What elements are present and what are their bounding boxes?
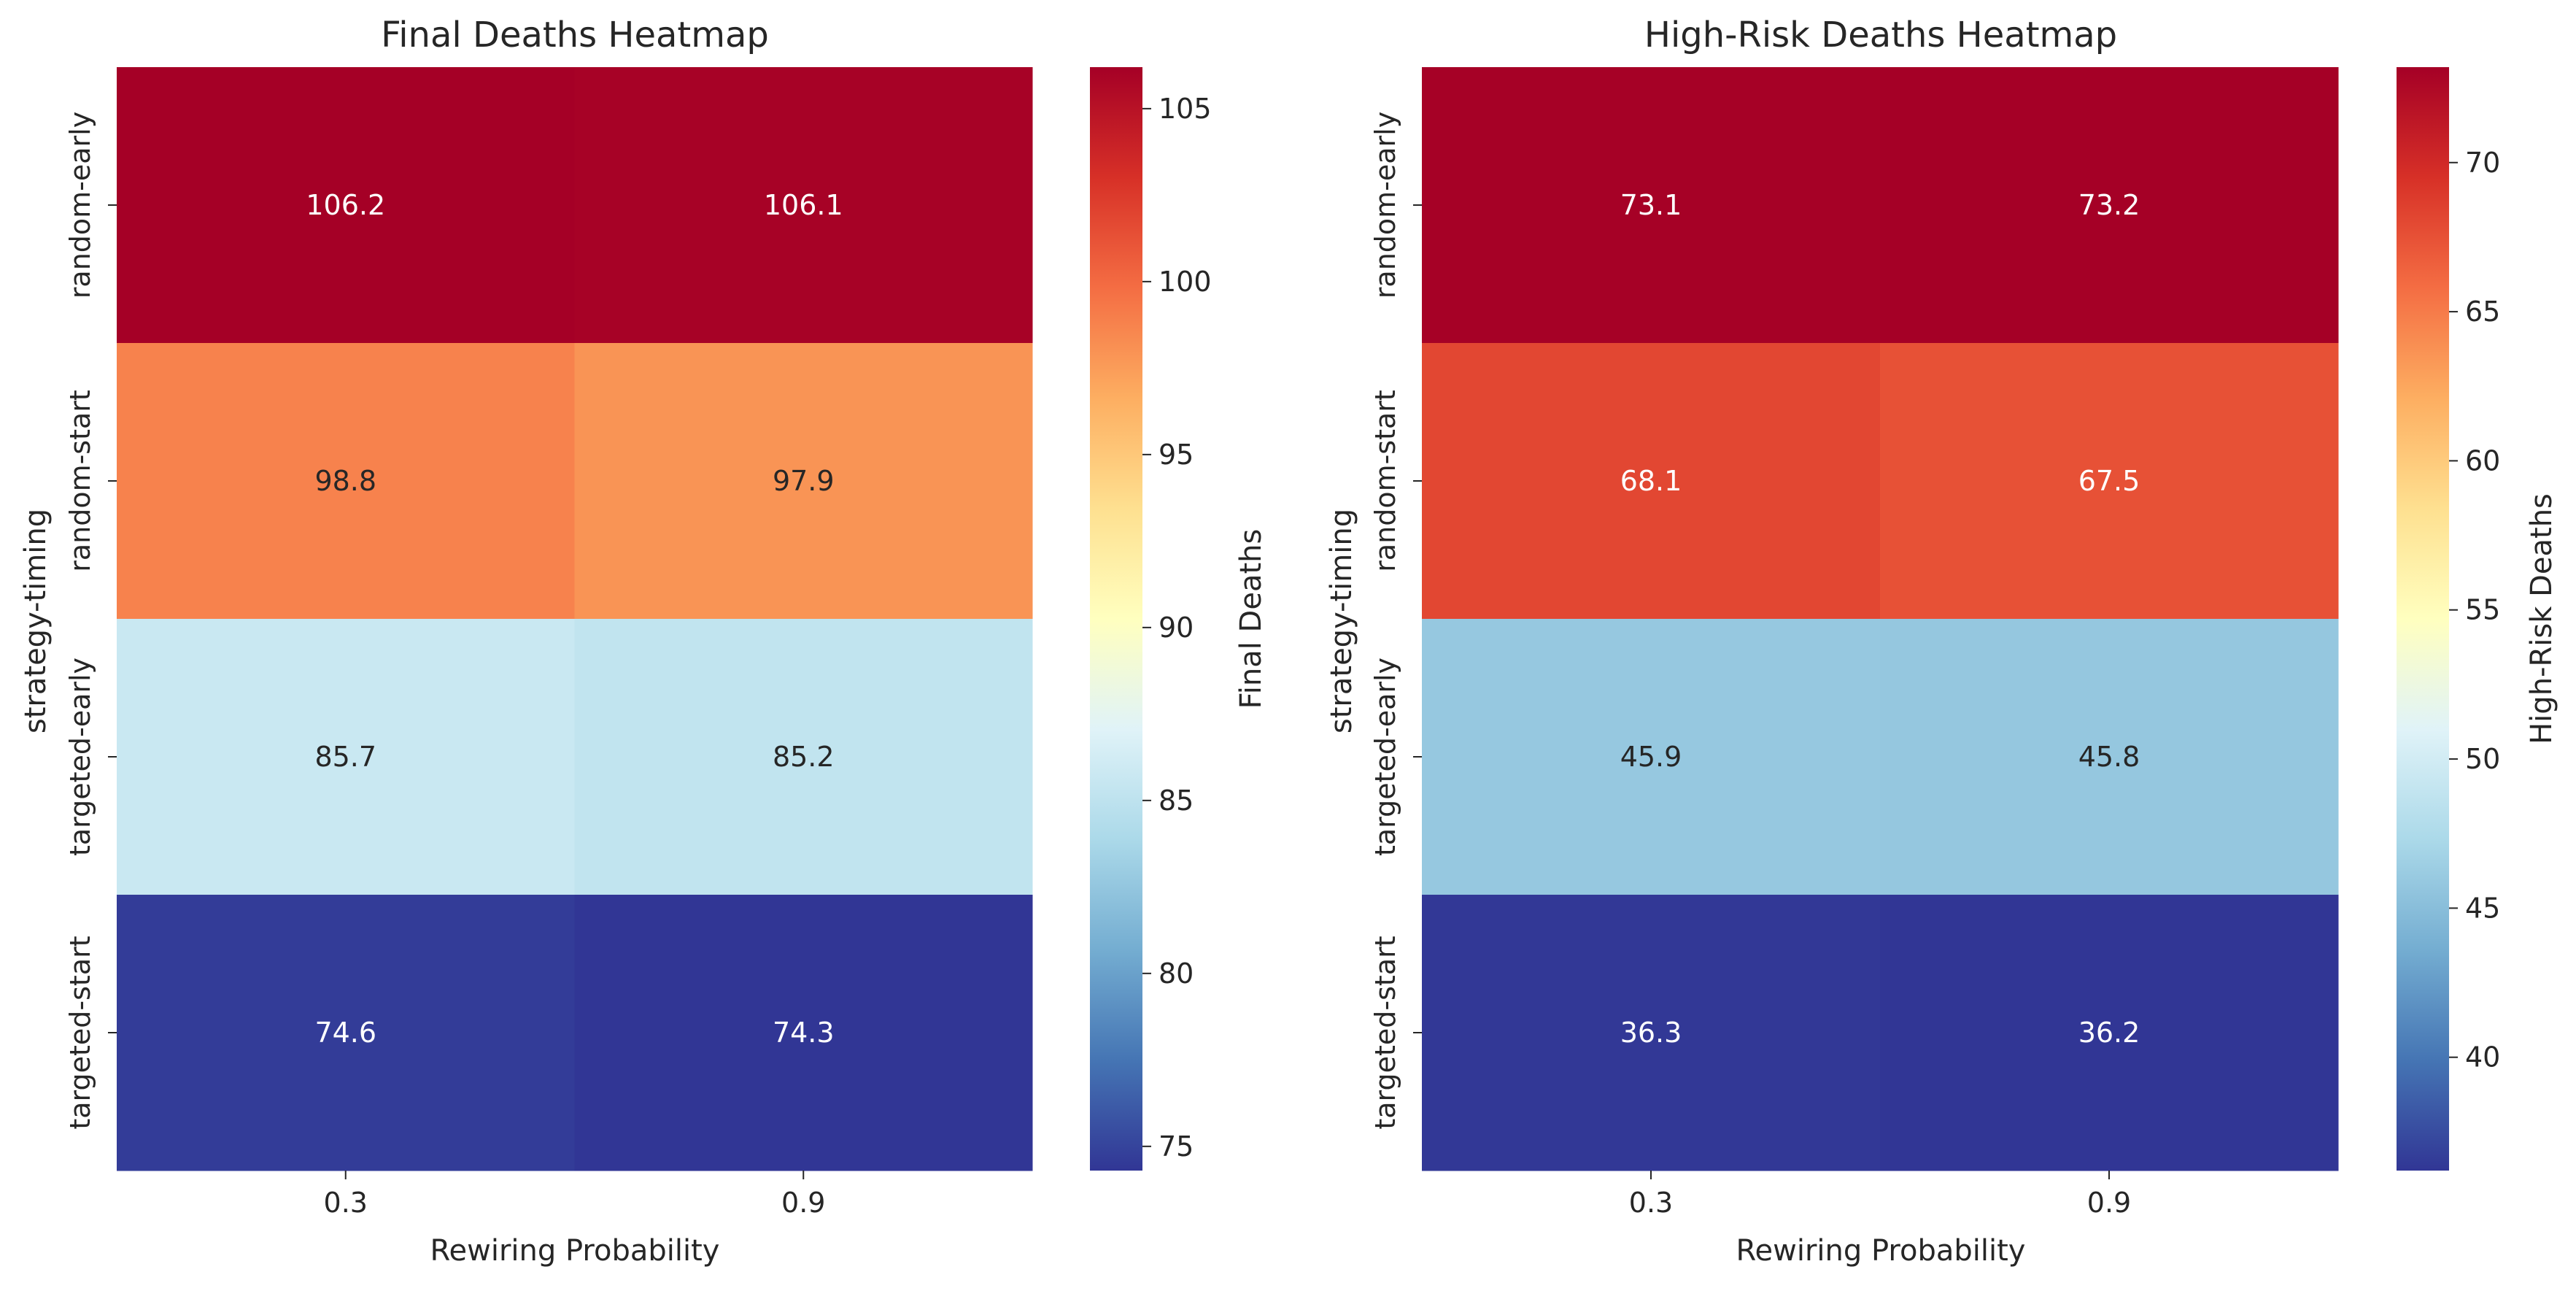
high-risk-deaths-x-tick-label: 0.3 [1629,1187,1673,1219]
final-deaths-y-ticks: random-early random-start targeted-early ta… [64,112,117,1130]
final-deaths-cell-label: 74.6 [314,1017,376,1049]
final-deaths-y-axis-label: strategy-timing [19,509,53,733]
high-risk-deaths-cell [1880,619,2339,895]
final-deaths-panel: Final Deaths Heatmap 106.2 106.1 98.8 97.9 8… [19,15,1268,1268]
final-deaths-colorbar-tick-label: 100 [1159,266,1212,298]
final-deaths-cell-label: 97.9 [773,465,835,497]
high-risk-deaths-cell-label: 36.3 [1620,1017,1682,1049]
high-risk-deaths-cell [1422,619,1881,895]
high-risk-deaths-cell-labels: 73.1 73.2 68.1 67.5 45.9 45.8 36.3 36.2 [1620,189,2140,1049]
high-risk-deaths-cell-label: 67.5 [2078,465,2140,497]
high-risk-deaths-y-ticks: random-early random-start targeted-early ta… [1369,112,1422,1130]
final-deaths-colorbar-tick-label: 90 [1159,612,1194,644]
final-deaths-cell [574,895,1033,1171]
final-deaths-colorbar: 75 80 85 90 95 100 105 [1090,67,1212,1171]
high-risk-deaths-y-tick-label: targeted-start [1369,936,1401,1129]
final-deaths-cell-label: 106.1 [764,189,843,221]
final-deaths-colorbar-tick-label: 85 [1159,785,1194,817]
high-risk-deaths-cell-label: 36.2 [2078,1017,2140,1049]
high-risk-deaths-y-tick-label: random-start [1369,390,1401,572]
final-deaths-cell [117,67,575,344]
high-risk-deaths-panel: High-Risk Deaths Heatmap 73.1 73.2 68.1 67.… [1325,15,2558,1268]
high-risk-deaths-colorbar-tick-label: 55 [2465,594,2500,626]
high-risk-deaths-x-axis-label: Rewiring Probability [1736,1234,2026,1268]
final-deaths-y-tick-label: random-start [64,390,96,572]
high-risk-deaths-cell [1880,67,2339,344]
final-deaths-cell-label: 98.8 [314,465,376,497]
high-risk-deaths-colorbar-tick-label: 40 [2465,1041,2500,1074]
final-deaths-x-tick-label: 0.3 [324,1187,368,1219]
final-deaths-colorbar-tick-label: 75 [1159,1130,1194,1163]
high-risk-deaths-title: High-Risk Deaths Heatmap [1644,15,2117,55]
high-risk-deaths-cell-label: 45.8 [2078,741,2140,773]
high-risk-deaths-colorbar-tick-label: 60 [2465,444,2500,477]
final-deaths-x-ticks: 0.3 0.9 [324,1171,825,1219]
high-risk-deaths-cell-label: 45.9 [1620,741,1682,773]
high-risk-deaths-colorbar-tick-label: 65 [2465,296,2500,328]
final-deaths-x-tick-label: 0.9 [781,1187,825,1219]
high-risk-deaths-y-tick-label: random-early [1369,112,1401,298]
high-risk-deaths-cells [1422,67,2339,1171]
high-risk-deaths-cell-label: 68.1 [1620,465,1682,497]
final-deaths-cell [117,895,575,1171]
high-risk-deaths-colorbar: 40 45 50 55 60 65 70 [2397,67,2500,1171]
final-deaths-colorbar-tick-label: 80 [1159,957,1194,990]
high-risk-deaths-y-axis-label: strategy-timing [1325,509,1358,733]
high-risk-deaths-colorbar-label: High-Risk Deaths [2525,493,2558,744]
high-risk-deaths-y-tick-label: targeted-early [1369,658,1401,856]
final-deaths-title: Final Deaths Heatmap [381,15,769,55]
final-deaths-colorbar-tick-label: 105 [1159,93,1212,125]
final-deaths-cell [574,67,1033,344]
high-risk-deaths-colorbar-tick-label: 50 [2465,743,2500,775]
final-deaths-cell-label: 85.7 [314,741,376,773]
final-deaths-colorbar-gradient [1090,67,1142,1171]
high-risk-deaths-cell [1422,895,1881,1171]
final-deaths-cell-labels: 106.2 106.1 98.8 97.9 85.7 85.2 74.6 74.3 [306,189,843,1049]
final-deaths-y-tick-label: targeted-start [64,936,96,1129]
high-risk-deaths-colorbar-tick-label: 70 [2465,147,2500,179]
high-risk-deaths-cell-label: 73.1 [1620,189,1682,221]
final-deaths-y-tick-label: targeted-early [64,658,96,856]
final-deaths-cell [574,619,1033,895]
final-deaths-cell [574,343,1033,620]
high-risk-deaths-colorbar-tick-label: 45 [2465,892,2500,924]
final-deaths-cell-label: 85.2 [773,741,835,773]
high-risk-deaths-cell [1880,895,2339,1171]
high-risk-deaths-cell-label: 73.2 [2078,189,2140,221]
high-risk-deaths-cell [1880,343,2339,620]
final-deaths-cell [117,619,575,895]
high-risk-deaths-colorbar-gradient [2397,67,2449,1171]
high-risk-deaths-cell [1422,67,1881,344]
final-deaths-cell-label: 74.3 [773,1017,835,1049]
high-risk-deaths-cell [1422,343,1881,620]
high-risk-deaths-x-ticks: 0.3 0.9 [1629,1171,2131,1219]
final-deaths-x-axis-label: Rewiring Probability [430,1234,720,1268]
final-deaths-cell-label: 106.2 [306,189,385,221]
final-deaths-cells [117,67,1033,1171]
final-deaths-colorbar-label: Final Deaths [1234,529,1268,709]
final-deaths-colorbar-tick-label: 95 [1159,439,1194,471]
high-risk-deaths-x-tick-label: 0.9 [2087,1187,2131,1219]
final-deaths-cell [117,343,575,620]
final-deaths-y-tick-label: random-early [64,112,96,298]
